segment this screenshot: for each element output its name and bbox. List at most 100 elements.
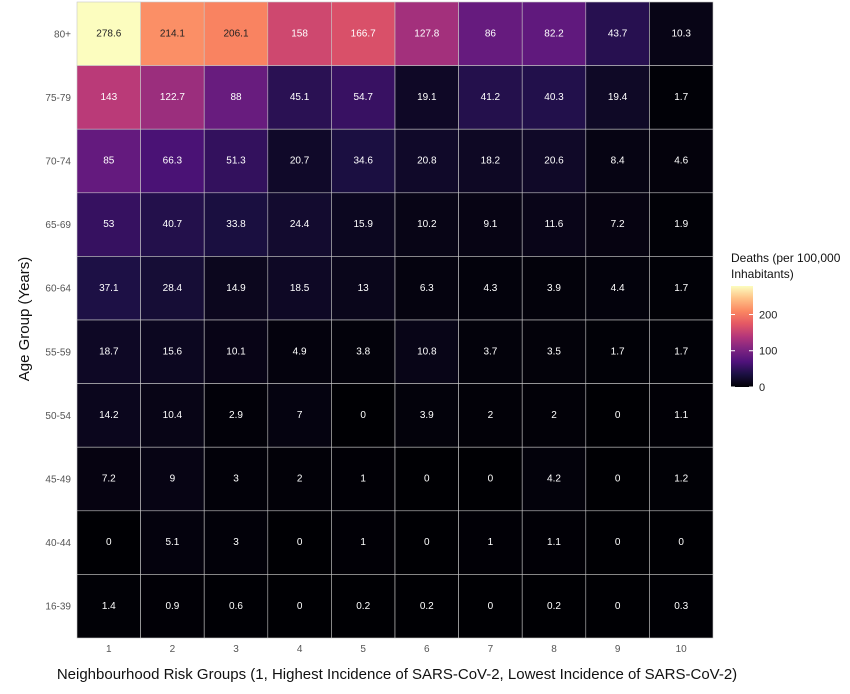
- cell-value-label: 0: [615, 601, 621, 612]
- cell-value-label: 214.1: [160, 28, 185, 39]
- cell-value-label: 45.1: [290, 92, 310, 103]
- cell-value-label: 10.1: [226, 346, 246, 357]
- cell-value-label: 66.3: [163, 156, 183, 167]
- cell-value-label: 0: [297, 601, 303, 612]
- heatmap-cell: [585, 446, 650, 512]
- cell-value-label: 206.1: [223, 28, 248, 39]
- heatmap-cell: [267, 446, 332, 512]
- legend-colorbar: [731, 286, 753, 387]
- cell-value-label: 1.7: [674, 283, 688, 294]
- heatmap-cell: [458, 510, 523, 575]
- cell-value-label: 11.6: [545, 219, 564, 230]
- heatmap-cell: [140, 128, 205, 194]
- cell-value-label: 7.2: [102, 474, 116, 485]
- cell-value-label: 18.7: [99, 346, 119, 357]
- cell-value-label: 34.6: [353, 156, 373, 167]
- cell-value-label: 3.8: [356, 346, 370, 357]
- cell-value-label: 5.1: [165, 537, 179, 548]
- x-tick-label: 8: [551, 644, 557, 655]
- cell-value-label: 0: [424, 537, 430, 548]
- cell-value-label: 6.3: [420, 283, 434, 294]
- cell-value-label: 19.1: [417, 92, 437, 103]
- cell-value-label: 0: [360, 410, 366, 421]
- cell-value-label: 127.8: [414, 28, 439, 39]
- cell-value-label: 0: [488, 601, 494, 612]
- cell-value-label: 3.9: [420, 410, 434, 421]
- heatmap-cell: [585, 65, 650, 130]
- x-tick-label: 6: [424, 644, 430, 655]
- heatmap-cell: [267, 510, 332, 575]
- cell-value-label: 0.2: [547, 601, 561, 612]
- cell-value-label: 143: [100, 92, 117, 103]
- cell-value-label: 37.1: [99, 283, 119, 294]
- heatmap-cell: [458, 128, 523, 194]
- cell-value-label: 9: [170, 474, 176, 485]
- x-axis-title: Neighbourhood Risk Groups (1, Highest In…: [57, 666, 737, 683]
- heatmap-cell: [394, 256, 459, 321]
- heatmap-cell: [267, 574, 332, 639]
- heatmap-cell: [394, 65, 459, 130]
- cell-value-label: 43.7: [608, 28, 628, 39]
- cell-value-label: 4.6: [674, 156, 688, 167]
- heatmap-cell: [203, 1, 269, 66]
- cell-value-label: 1.4: [102, 601, 116, 612]
- legend-tick-label: 0: [759, 382, 765, 394]
- heatmap-cell: [331, 256, 396, 321]
- legend-title-line-2: Inhabitants): [731, 267, 794, 281]
- cell-value-label: 1: [360, 537, 366, 548]
- cell-value-label: 3.7: [483, 346, 497, 357]
- cell-value-label: 85: [103, 156, 115, 167]
- cell-value-label: 4.2: [547, 474, 561, 485]
- heatmap-cell: [649, 1, 714, 66]
- cell-value-label: 278.6: [96, 28, 121, 39]
- cell-value-label: 20.7: [290, 156, 310, 167]
- cell-value-label: 1.7: [611, 346, 625, 357]
- y-tick-label: 65-69: [45, 220, 71, 231]
- y-tick-label: 50-54: [45, 411, 71, 422]
- heatmap-cell: [458, 574, 523, 639]
- legend-tick-label: 200: [759, 309, 777, 321]
- cell-value-label: 7: [297, 410, 303, 421]
- heatmap-cell: [331, 574, 396, 639]
- heatmap-cell: [649, 256, 714, 321]
- heatmap-cell: [203, 446, 269, 512]
- cell-value-label: 4.3: [483, 283, 497, 294]
- x-tick-label: 10: [676, 644, 688, 655]
- cell-value-label: 14.2: [99, 410, 119, 421]
- legend-tick-label: 100: [759, 346, 777, 358]
- cell-value-label: 10.8: [417, 346, 437, 357]
- cell-value-label: 18.2: [481, 156, 501, 167]
- cell-value-label: 15.9: [353, 219, 373, 230]
- heatmap-cell: [585, 574, 650, 639]
- cell-value-label: 9.1: [483, 219, 497, 230]
- heatmap-cell: [394, 446, 459, 512]
- y-tick-label: 16-39: [45, 602, 71, 613]
- y-tick-label: 75-79: [45, 93, 71, 104]
- heatmap-cell: [394, 510, 459, 575]
- x-tick-label: 4: [297, 644, 303, 655]
- heatmap-cell: [649, 383, 714, 448]
- heatmap-cell: [585, 510, 650, 575]
- heatmap-cell: [331, 65, 396, 130]
- cell-value-label: 20.8: [417, 156, 437, 167]
- y-axis-ticks: 80+ 75-79 70-74 65-69 60-64 55-59 50-54 45-49 40…: [45, 29, 71, 612]
- heatmap-cell: [203, 256, 269, 321]
- x-tick-label: 1: [106, 644, 112, 655]
- heatmap-cell: [394, 574, 459, 639]
- cell-value-label: 33.8: [226, 219, 246, 230]
- heatmap-cell: [203, 319, 269, 384]
- cell-value-label: 14.9: [226, 283, 246, 294]
- heatmap-cell: [140, 446, 205, 512]
- heatmap-cell: [76, 510, 141, 575]
- heatmap-cell: [521, 65, 587, 130]
- heatmap-cell: [76, 128, 141, 194]
- heatmap-cell: [394, 383, 459, 448]
- x-tick-label: 7: [488, 644, 494, 655]
- cell-value-label: 0: [488, 474, 494, 485]
- heatmap-cell: [521, 128, 587, 194]
- heatmap-cell: [76, 574, 141, 639]
- y-tick-label: 40-44: [45, 538, 71, 549]
- color-legend: Deaths (per 100,000 Inhabitants) 0 100 200: [731, 251, 841, 394]
